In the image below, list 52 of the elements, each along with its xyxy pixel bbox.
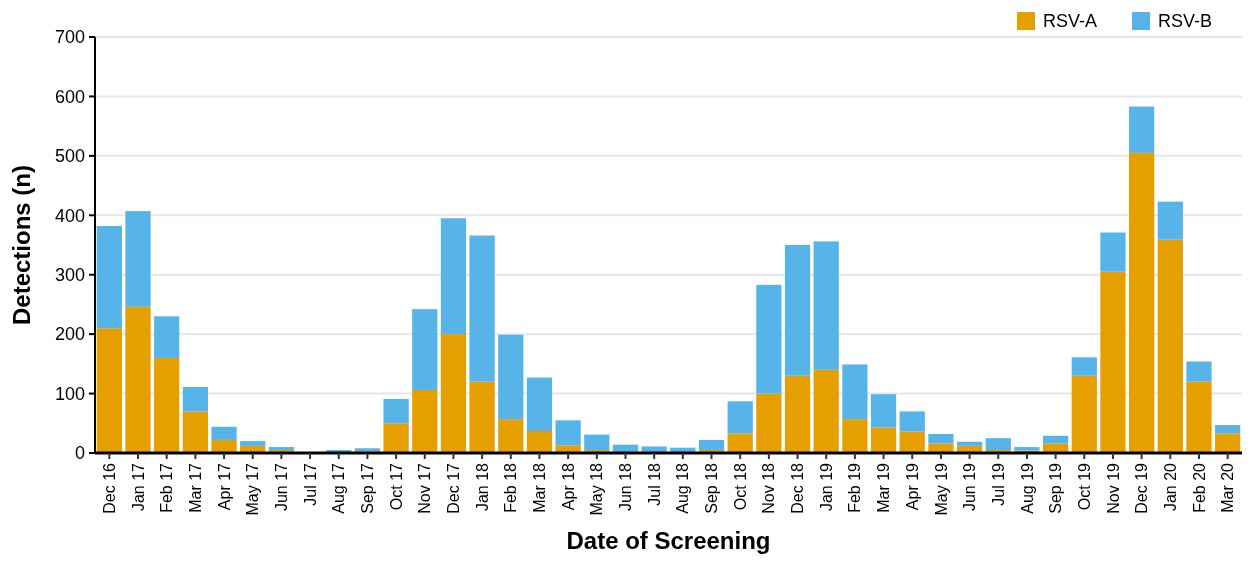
x-tick-label: Feb 19: [846, 462, 864, 513]
x-tick-label: Aug 17: [330, 462, 348, 514]
legend-label: RSV-B: [1158, 11, 1213, 32]
legend-label: RSV-A: [1043, 11, 1098, 32]
x-tick-label: Sep 17: [359, 462, 377, 514]
x-tick-label: Apr 18: [559, 462, 577, 511]
x-tick-label: Nov 19: [1104, 462, 1122, 514]
x-tick-label: Dec 16: [100, 462, 118, 514]
y-tick-label: 600: [54, 86, 85, 107]
x-tick-label: Jul 19: [989, 462, 1007, 506]
x-tick-label: Jun 19: [961, 462, 979, 512]
x-tick-label: Sep 19: [1047, 462, 1065, 514]
x-tick-label: Oct 17: [387, 462, 405, 511]
x-tick-label: Jun 18: [617, 462, 635, 512]
x-tick-label: Jan 17: [129, 462, 147, 512]
x-tick-label: Nov 17: [416, 462, 434, 514]
x-tick-label: Aug 18: [674, 462, 692, 514]
x-tick-label: Dec 18: [789, 462, 807, 514]
x-tick-label: Sep 18: [703, 462, 721, 514]
y-axis-title: Detections (n): [8, 164, 35, 326]
x-tick-label: Mar 18: [531, 462, 549, 513]
x-tick-label: Oct 19: [1075, 462, 1093, 511]
x-tick-label: Nov 18: [760, 462, 778, 514]
x-tick-label: Jan 20: [1161, 462, 1179, 512]
y-tick-label: 400: [54, 205, 85, 226]
y-tick-label: 100: [54, 383, 85, 404]
x-tick-label: Mar 20: [1219, 462, 1237, 513]
x-tick-label: May 17: [244, 462, 262, 516]
y-tick-label: 200: [54, 324, 85, 345]
x-tick-label: Jun 17: [272, 462, 290, 512]
x-tick-label: Dec 19: [1133, 462, 1151, 514]
x-tick-label: Apr 17: [215, 462, 233, 511]
x-tick-label: Oct 18: [731, 462, 749, 511]
x-tick-label: Mar 17: [186, 462, 204, 513]
x-tick-label: Feb 17: [158, 462, 176, 513]
x-tick-label: Jan 19: [817, 462, 835, 512]
x-tick-label: Aug 19: [1018, 462, 1036, 514]
x-tick-label: Mar 19: [875, 462, 893, 513]
x-tick-label: May 19: [932, 462, 950, 516]
x-axis-title: Date of Screening: [566, 527, 771, 554]
x-tick-label: Apr 19: [903, 462, 921, 511]
x-tick-label: Feb 20: [1190, 462, 1208, 513]
y-tick-label: 500: [54, 146, 85, 167]
y-tick-label: 300: [54, 265, 85, 286]
y-tick-label: 0: [74, 443, 85, 464]
x-tick-label: Jul 18: [645, 462, 663, 506]
x-tick-label: Jan 18: [473, 462, 491, 512]
y-tick-label: 700: [54, 27, 85, 48]
x-tick-label: Feb 18: [502, 462, 520, 513]
x-tick-label: Jul 17: [301, 462, 319, 506]
x-tick-label: May 18: [588, 462, 606, 516]
x-tick-label: Dec 17: [445, 462, 463, 514]
